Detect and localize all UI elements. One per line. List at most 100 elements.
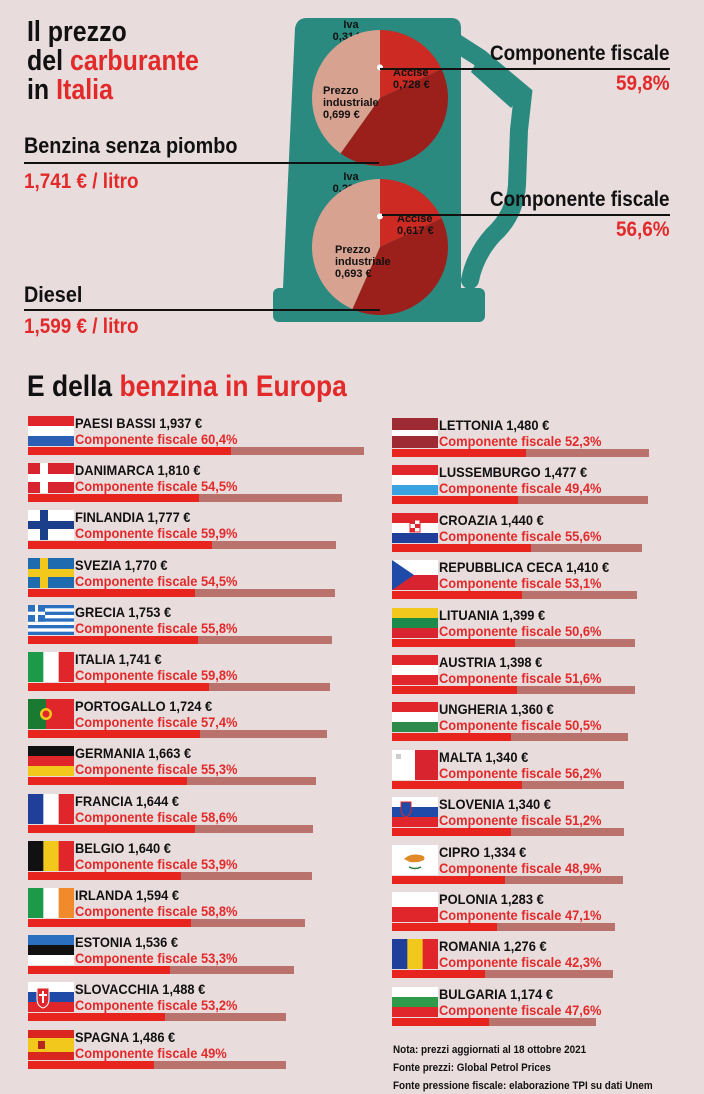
country-fiscal: Componente fiscale 54,5%	[75, 573, 238, 589]
country-name-price: SLOVACCHIA 1,488 €	[75, 981, 206, 997]
pie-leader-dot	[377, 213, 383, 220]
flag-fi-icon	[28, 510, 74, 540]
price-bar	[28, 541, 336, 549]
diesel-fiscal-rule	[382, 214, 670, 216]
diesel-fiscal: Componente fiscale	[470, 188, 670, 212]
benzina-fiscal: Componente fiscale	[470, 42, 670, 66]
price-bar	[392, 781, 624, 789]
country-fiscal: Componente fiscale 55,3%	[75, 761, 238, 777]
fiscal-bar	[28, 683, 209, 691]
fiscal-bar	[392, 686, 517, 694]
price-bar	[28, 777, 316, 785]
country-row: LITUANIA 1,399 € Componente fiscale 50,6%	[392, 606, 692, 650]
country-name-price: ROMANIA 1,276 €	[439, 938, 547, 954]
title-line-1: Il prezzo	[27, 16, 127, 48]
pie-slice	[312, 30, 380, 154]
country-row: LUSSEMBURGO 1,477 € Componente fiscale 49…	[392, 463, 692, 507]
country-row: REPUBBLICA CECA 1,410 € Componente fiscal…	[392, 558, 692, 602]
flag-cz-icon	[392, 560, 438, 590]
price-bar	[392, 449, 649, 457]
country-row: FRANCIA 1,644 € Componente fiscale 58,6%	[28, 792, 328, 836]
fiscal-bar	[392, 876, 505, 884]
country-fiscal: Componente fiscale 49,4%	[439, 480, 602, 496]
country-fiscal: Componente fiscale 59,8%	[75, 667, 238, 683]
fiscal-bar	[392, 544, 531, 552]
flag-cy-icon	[392, 845, 438, 875]
country-row: SPAGNA 1,486 € Componente fiscale 49%	[28, 1028, 328, 1072]
country-row: MALTA 1,340 € Componente fiscale 56,2%	[392, 748, 692, 792]
pie-slice	[352, 218, 448, 315]
country-row: SLOVENIA 1,340 € Componente fiscale 51,2%	[392, 795, 692, 839]
fiscal-bar	[28, 872, 181, 880]
country-fiscal: Componente fiscale 56,2%	[439, 765, 602, 781]
flag-sk-icon	[28, 982, 74, 1012]
country-row: BELGIO 1,640 € Componente fiscale 53,9%	[28, 839, 328, 883]
country-name-price: CIPRO 1,334 €	[439, 844, 527, 860]
country-name-price: LETTONIA 1,480 €	[439, 417, 550, 433]
price-bar	[392, 1018, 596, 1026]
title-line-2-b: carburante	[69, 45, 199, 77]
country-name-price: IRLANDA 1,594 €	[75, 887, 180, 903]
country-name-price: ESTONIA 1,536 €	[75, 934, 179, 950]
fiscal-bar	[392, 639, 515, 647]
country-name-price: REPUBBLICA CECA 1,410 €	[439, 559, 610, 575]
country-fiscal: Componente fiscale 55,8%	[75, 620, 238, 636]
diesel-price: 1,599 € / litro	[24, 315, 139, 338]
flag-lv-icon	[392, 418, 438, 448]
country-name-price: FINLANDIA 1,777 €	[75, 509, 191, 525]
price-bar	[392, 828, 624, 836]
flag-dk-icon	[28, 463, 74, 493]
price-bar	[392, 591, 637, 599]
country-name-price: POLONIA 1,283 €	[439, 891, 544, 907]
country-name-price: FRANCIA 1,644 €	[75, 793, 180, 809]
flag-es-icon	[28, 1030, 74, 1060]
fiscal-bar	[28, 541, 212, 549]
benzina-fiscal-rule	[380, 68, 670, 70]
europe-title: E della benzina in Europa	[27, 370, 390, 404]
europe-title-b: benzina in Europa	[119, 370, 347, 403]
country-fiscal: Componente fiscale 57,4%	[75, 714, 238, 730]
fiscal-bar	[392, 1018, 489, 1026]
flag-pl-icon	[392, 892, 438, 923]
notes: Nota: prezzi aggiornati al 18 ottobre 20…	[393, 1040, 682, 1094]
price-bar	[392, 923, 615, 931]
europe-title-a: E della	[27, 370, 120, 403]
title-line-3-b: Italia	[56, 74, 113, 106]
country-fiscal: Componente fiscale 50,6%	[439, 623, 602, 639]
country-name-price: BULGARIA 1,174 €	[439, 986, 554, 1002]
flag-gr-icon	[28, 605, 74, 636]
fiscal-bar	[28, 1013, 165, 1021]
diesel-block: Diesel	[24, 282, 89, 308]
pump-nozzle	[471, 50, 527, 108]
country-fiscal: Componente fiscale 51,6%	[439, 670, 602, 686]
flag-fr-icon	[28, 794, 75, 824]
benzina-rule	[24, 162, 379, 164]
flag-se-icon	[28, 558, 74, 588]
flag-ro-icon	[392, 939, 439, 969]
country-fiscal: Componente fiscale 53,3%	[75, 950, 238, 966]
country-row: GERMANIA 1,663 € Componente fiscale 55,3%	[28, 744, 328, 788]
flag-si-icon	[392, 797, 438, 827]
price-bar	[28, 1013, 286, 1021]
flag-it-icon	[28, 652, 75, 682]
pie-slice	[340, 69, 448, 166]
price-bar	[392, 639, 635, 647]
benzina-label: Benzina senza piombo	[24, 133, 238, 158]
price-bar	[392, 970, 613, 978]
country-fiscal: Componente fiscale 53,1%	[439, 575, 602, 591]
price-bar	[28, 1061, 286, 1069]
fiscal-bar	[28, 825, 195, 833]
country-row: CIPRO 1,334 € Componente fiscale 48,9%	[392, 843, 692, 887]
pie-slice	[380, 30, 442, 98]
country-fiscal: Componente fiscale 53,9%	[75, 856, 238, 872]
note-line: Fonte pressione fiscale: elaborazione TP…	[393, 1080, 653, 1092]
price-bar	[28, 825, 313, 833]
country-name-price: ITALIA 1,741 €	[75, 651, 162, 667]
country-row: IRLANDA 1,594 € Componente fiscale 58,8%	[28, 886, 328, 930]
flag-be-icon	[28, 841, 75, 871]
fiscal-bar	[392, 828, 511, 836]
fiscal-bar	[392, 970, 485, 978]
country-row: ITALIA 1,741 € Componente fiscale 59,8%	[28, 650, 330, 694]
fiscal-bar	[392, 781, 522, 789]
